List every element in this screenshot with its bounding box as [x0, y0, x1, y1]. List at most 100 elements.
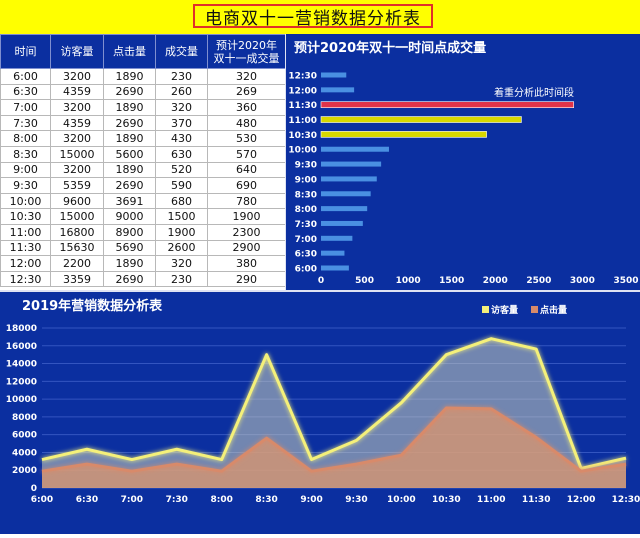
bar-1030: [320, 131, 487, 138]
table-row: 9:30 5359 2690 590 690: [0, 177, 286, 194]
legend-label: 访客量: [491, 304, 518, 316]
cell-clicks: 8900: [103, 223, 156, 241]
cell-visitors: 15630: [50, 239, 104, 257]
cell-deals: 520: [155, 161, 208, 179]
cell-visitors: 9600: [50, 192, 104, 210]
bar-1000: [321, 146, 389, 152]
cell-visitors: 16800: [50, 223, 104, 241]
area-x-tick: 8:00: [210, 495, 232, 505]
cell-deals: 430: [155, 130, 208, 147]
cell-forecast: 530: [207, 130, 286, 147]
bar-830: [321, 191, 371, 197]
cell-clicks: 5690: [103, 239, 156, 257]
header-visitors: 访客量: [50, 34, 104, 69]
area-y-tick: 6000: [12, 431, 37, 441]
cell-visitors: 3200: [50, 99, 104, 116]
legend-label: 点击量: [540, 304, 567, 316]
cell-forecast: 640: [207, 161, 286, 179]
cell-forecast: 360: [207, 99, 286, 116]
bar-730: [321, 220, 363, 226]
area-chart-title: 2019年营销数据分析表: [22, 298, 163, 314]
area-x-tick: 12:30: [612, 495, 640, 505]
bar-category-label: 6:30: [295, 250, 317, 260]
cell-clicks: 1890: [103, 99, 156, 116]
table-row: 8:00 3200 1890 430 530: [0, 130, 286, 147]
bar-x-tick: 500: [355, 276, 374, 286]
table-row: 9:00 3200 1890 520 640: [0, 161, 286, 179]
bar-x-tick: 0: [318, 276, 324, 286]
bar-category-label: 11:30: [288, 101, 317, 111]
table-row: 7:00 3200 1890 320 360: [0, 99, 286, 116]
area-x-tick: 9:00: [300, 495, 322, 505]
page-title: 电商双十一营销数据分析表: [193, 4, 433, 29]
table-row: 12:30 3359 2690 230 290: [0, 270, 286, 288]
cell-visitors: 15000: [50, 208, 104, 225]
area-y-tick: 8000: [12, 413, 37, 423]
cell-time: 8:00: [0, 130, 51, 147]
area-x-tick: 8:30: [255, 495, 277, 505]
legend-swatch-visitors: [482, 306, 489, 313]
cell-forecast: 269: [207, 83, 286, 101]
bar-1200: [321, 87, 355, 93]
area-x-tick: 11:00: [477, 495, 506, 505]
data-table: 时间 访客量 点击量 成交量 预计2020年 双十一成交量 6:00 3200 189…: [0, 34, 286, 288]
cell-forecast: 570: [207, 145, 286, 163]
bar-1230: [321, 72, 347, 78]
cell-clicks: 1890: [103, 255, 156, 272]
cell-forecast: 2900: [207, 239, 286, 257]
area-chart-2019: 2019年营销数据分析表 0 2000 4000 6000 8000 10000 12000 1…: [0, 292, 640, 534]
divider: [285, 34, 286, 291]
area-x-tick: 11:30: [522, 495, 551, 505]
area-y-tick: 16000: [6, 342, 37, 352]
cell-forecast: 780: [207, 192, 286, 210]
cell-forecast: 690: [207, 177, 286, 194]
header-time: 时间: [0, 34, 51, 69]
cell-visitors: 5359: [50, 177, 104, 194]
cell-visitors: 4359: [50, 83, 104, 101]
bar-chart-svg: 预计2020年双十一时间点成交量 12:30 12:00 11:30 11:00 10:3…: [288, 40, 638, 286]
cell-time: 6:30: [0, 83, 51, 101]
bar-category-label: 7:30: [295, 220, 317, 230]
bar-630: [321, 250, 345, 256]
cell-clicks: 2690: [103, 177, 156, 194]
table-row: 11:30 15630 5690 2600 2900: [0, 239, 286, 257]
table-row: 11:00 16800 8900 1900 2300: [0, 223, 286, 241]
cell-deals: 2600: [155, 239, 208, 257]
cell-clicks: 3691: [103, 192, 156, 210]
header-forecast: 预计2020年 双十一成交量: [207, 34, 286, 69]
cell-visitors: 3200: [50, 161, 104, 179]
cell-deals: 590: [155, 177, 208, 194]
area-x-tick: 7:30: [166, 495, 188, 505]
cell-time: 10:30: [0, 208, 51, 225]
area-y-tick: 10000: [6, 395, 37, 405]
cell-clicks: 1890: [103, 130, 156, 147]
bar-800: [321, 206, 368, 212]
forecast-bar-chart: 预计2020年双十一时间点成交量 12:30 12:00 11:30 11:00 10:3…: [286, 34, 640, 291]
header-forecast-line2: 双十一成交量: [213, 51, 280, 65]
data-table-panel: 时间 访客量 点击量 成交量 预计2020年 双十一成交量 6:00 3200 189…: [0, 34, 286, 291]
bar-x-tick: 1000: [396, 276, 421, 286]
table-row: 6:00 3200 1890 230 320: [0, 68, 286, 85]
area-y-tick: 0: [31, 484, 37, 494]
cell-forecast: 1900: [207, 208, 286, 225]
area-y-tick: 2000: [12, 466, 37, 476]
divider: [0, 290, 640, 292]
bar-1130: [320, 101, 575, 108]
bar-category-label: 11:00: [288, 116, 317, 126]
cell-visitors: 3200: [50, 68, 104, 85]
area-y-tick: 4000: [12, 448, 37, 458]
cell-time: 8:30: [0, 145, 51, 163]
area-x-tick: 12:00: [567, 495, 596, 505]
bar-category-label: 8:30: [295, 190, 317, 200]
bar-x-tick: 3500: [613, 276, 638, 286]
series-line-clicks: [41, 406, 627, 473]
cell-deals: 370: [155, 114, 208, 132]
cell-deals: 230: [155, 270, 208, 288]
bar-annotation: 着重分析此时间段: [494, 86, 574, 99]
cell-forecast: 480: [207, 114, 286, 132]
cell-time: 11:00: [0, 223, 51, 241]
table-header-row: 时间 访客量 点击量 成交量 预计2020年 双十一成交量: [0, 34, 286, 69]
series-line-visitors: [41, 337, 627, 470]
bar-x-tick: 3000: [570, 276, 595, 286]
bar-600: [321, 265, 349, 271]
